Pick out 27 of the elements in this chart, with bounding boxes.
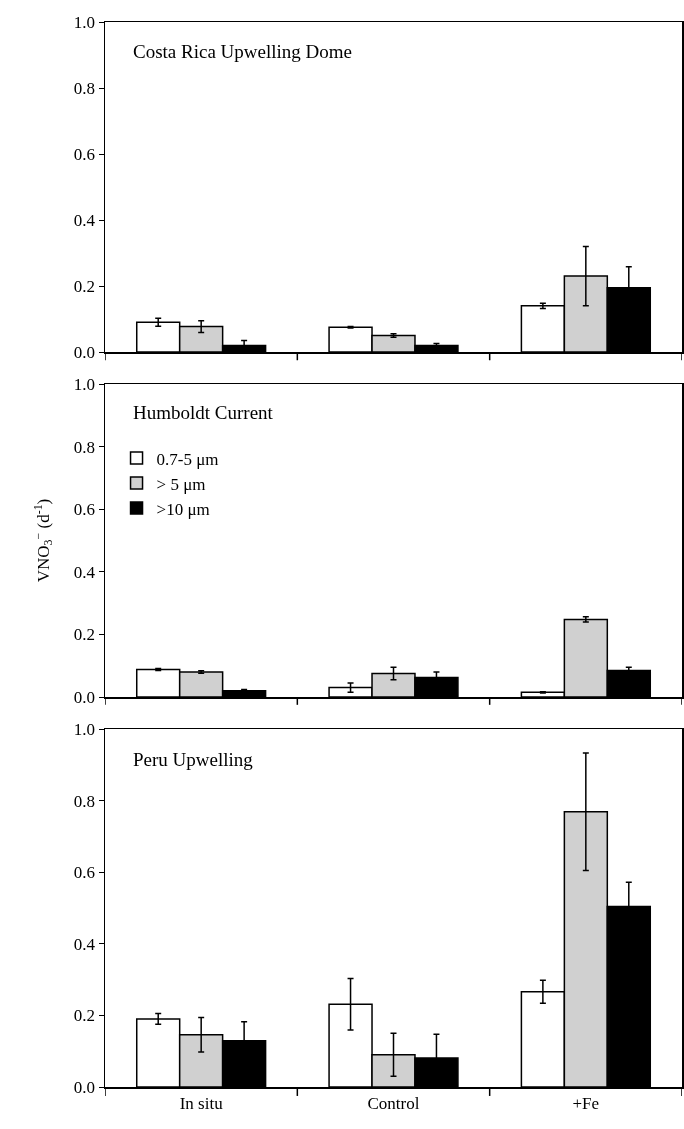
text: 0.0 bbox=[73, 687, 96, 707]
y-tick-label: 0.8 bbox=[73, 78, 96, 98]
x-tick-label: Control bbox=[367, 1093, 420, 1113]
text: 1.0 bbox=[73, 12, 96, 32]
y-tick-label: 0.6 bbox=[73, 863, 96, 883]
y-tick-label: 0.6 bbox=[73, 500, 96, 520]
legend-label: >10 μm bbox=[156, 499, 210, 519]
y-tick-label: 0.4 bbox=[73, 210, 96, 230]
text: 0.0 bbox=[73, 342, 96, 362]
y-tick-label: 0.4 bbox=[73, 562, 96, 582]
y-tick-label: 0.2 bbox=[73, 1006, 96, 1026]
text: 1.0 bbox=[73, 719, 96, 739]
y-tick-label: 0.6 bbox=[73, 144, 96, 164]
x-tick-label: In situ bbox=[179, 1093, 224, 1113]
y-tick-label: 0.2 bbox=[73, 276, 96, 296]
text: Costa Rica Upwelling Dome bbox=[133, 41, 352, 62]
text: Humboldt Current bbox=[133, 402, 274, 423]
text: 0.0 bbox=[73, 1077, 96, 1097]
legend-label: > 5 μm bbox=[156, 474, 206, 494]
y-tick-label: 0.8 bbox=[73, 437, 96, 457]
text: Peru Upwelling bbox=[133, 749, 254, 770]
y-tick-label: 0.2 bbox=[73, 625, 96, 645]
legend-label: 0.7-5 μm bbox=[156, 449, 219, 469]
y-tick-label: 0.4 bbox=[73, 934, 96, 954]
y-tick-label: 0.8 bbox=[73, 791, 96, 811]
text: 1.0 bbox=[73, 374, 96, 394]
x-tick-label: +Fe bbox=[572, 1093, 600, 1113]
